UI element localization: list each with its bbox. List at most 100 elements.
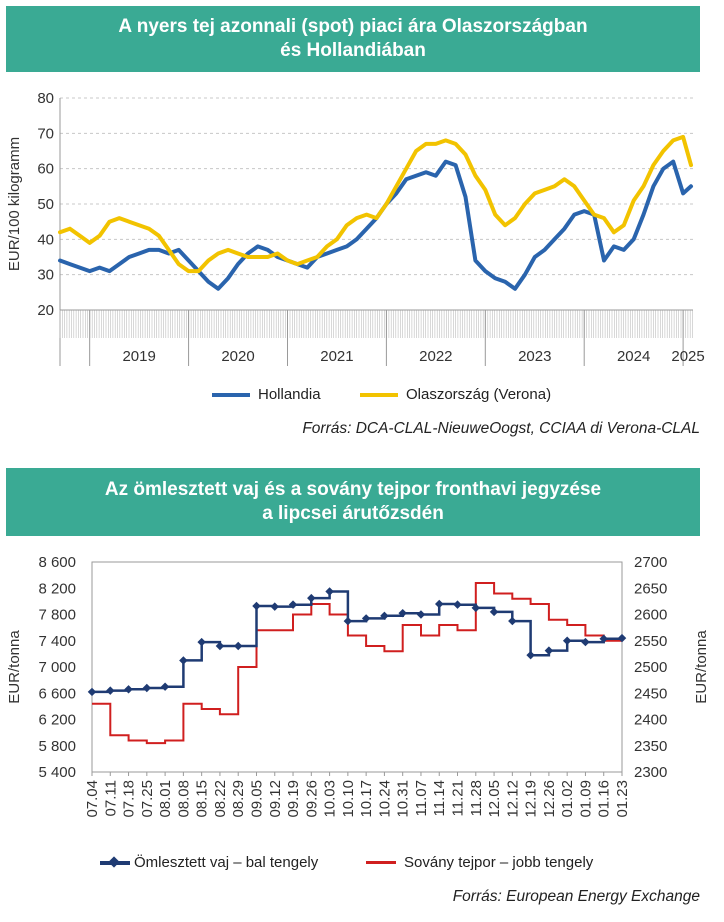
chart1-xtick-label: 2019 — [122, 348, 155, 365]
chart1-xtick-label: 2020 — [221, 348, 254, 365]
chart2-xtick-label: 01.02 — [559, 780, 576, 818]
series-line-olaszorszag — [58, 134, 693, 274]
chart1-xtick-label: 2022 — [419, 348, 452, 365]
vaj-data-point — [142, 683, 152, 693]
chart1-ytick-label: 40 — [37, 231, 54, 248]
chart2-xtick-label: 08.15 — [194, 780, 211, 818]
legend-swatch-vaj — [100, 855, 130, 869]
legend-label-tejpor: Sovány tejpor – jobb tengely — [404, 854, 594, 871]
vaj-data-point — [270, 602, 280, 611]
chart2-right-ytick-label: 2650 — [634, 580, 667, 597]
vaj-data-point — [380, 611, 389, 621]
chart2-xtick-label: 07.25 — [139, 780, 156, 818]
chart2-left-ytick-label: 5 400 — [38, 764, 76, 781]
vaj-data-point — [562, 636, 572, 645]
chart2-xtick-label: 10.31 — [395, 780, 412, 818]
chart2-xtick-label: 08.08 — [175, 780, 192, 818]
vaj-data-point — [453, 600, 462, 609]
legend-swatch-olaszorszag — [360, 392, 398, 397]
chart2-legend-item-vaj: Ömlesztett vaj – bal tengely — [100, 854, 318, 871]
chart1-title-line1: A nyers tej azonnali (spot) piaci ára Ol… — [118, 16, 588, 37]
chart2-right-ytick-label: 2300 — [634, 764, 667, 781]
chart2-left-ytick-label: 6 600 — [38, 685, 76, 702]
chart2-right-ytick-label: 2550 — [634, 633, 667, 650]
vaj-data-point — [361, 614, 371, 623]
chart2-xtick-label: 07.04 — [84, 780, 101, 818]
chart2-left-ytick-label: 8 600 — [38, 554, 76, 571]
chart2-xtick-label: 10.10 — [340, 780, 357, 818]
chart2-left-ytick-label: 8 200 — [38, 580, 76, 597]
chart1-xtick-label: 2021 — [320, 348, 353, 365]
chart1-ytick-label: 30 — [37, 267, 54, 284]
chart1-ytick-label: 50 — [37, 196, 54, 213]
chart2-xtick-label: 12.12 — [504, 780, 521, 818]
chart2-xtick-label: 11.07 — [413, 780, 430, 816]
chart2-xtick-label: 11.21 — [450, 780, 467, 816]
vaj-data-point — [398, 608, 407, 618]
legend-label-vaj: Ömlesztett vaj – bal tengely — [134, 854, 319, 871]
chart2-xtick-label: 12.05 — [486, 780, 503, 818]
chart2-svg: 5 400 5 800 6 200 6 600 7 000 7 400 7 800 8 200… — [6, 554, 710, 818]
vaj-data-point — [160, 682, 170, 691]
chart2-ylabel-right: EUR/tonna — [693, 630, 710, 704]
chart2-title-line2: a lipcsei árutőzsdén — [262, 503, 444, 524]
chart2-xtick-label: 09.19 — [285, 780, 302, 818]
vaj-data-point — [416, 610, 426, 619]
series-line-sovany-tejpor — [92, 582, 622, 745]
chart2-xtick-label: 01.16 — [596, 780, 613, 818]
chart2-left-ytick-label: 7 400 — [38, 633, 76, 650]
vaj-data-point — [197, 637, 206, 647]
legend-label-hollandia: Hollandia — [258, 386, 321, 403]
chart2-xtick-label: 01.09 — [577, 780, 594, 818]
chart2-right-ytick-label: 2450 — [634, 685, 667, 702]
chart2-source: Forrás: European Energy Exchange — [452, 888, 700, 905]
chart2-left-ytick-label: 7 800 — [38, 607, 76, 624]
vaj-data-point — [233, 641, 243, 651]
chart1-ytick-label: 70 — [37, 125, 54, 142]
chart1-xtick-label: 2024 — [617, 348, 650, 365]
chart2-xtick-label: 08.29 — [230, 780, 247, 818]
vaj-data-point — [581, 637, 590, 647]
chart1-legend-item-hollandia: Hollandia — [212, 386, 321, 403]
legend-swatch-tejpor — [366, 861, 396, 864]
vaj-data-point — [508, 616, 517, 626]
chart2-right-ytick-label: 2700 — [634, 554, 667, 571]
chart2-xtick-label: 10.03 — [322, 780, 339, 818]
vaj-data-point — [179, 656, 188, 665]
chart2-xtick-label: 11.28 — [468, 780, 485, 816]
legend-swatch-hollandia — [212, 392, 250, 397]
chart2-right-ytick-label: 2400 — [634, 712, 667, 729]
chart1-xtick-label: 2025 — [671, 348, 704, 365]
vaj-data-point — [526, 650, 535, 660]
vaj-data-point — [343, 616, 353, 626]
chart1-xtick-band — [59, 310, 693, 338]
chart2-xtick-label: 12.26 — [541, 780, 558, 818]
chart1-xtick-label: 2023 — [518, 348, 551, 365]
chart2-ylabel-left: EUR/tonna — [6, 630, 23, 704]
vaj-data-point — [106, 686, 115, 695]
vaj-data-point — [124, 685, 133, 694]
chart2-title-banner: Az ömlesztett vaj és a sovány tejpor fro… — [6, 468, 700, 536]
chart2-right-ytick-label: 2350 — [634, 738, 667, 755]
chart2-xtick-label: 08.22 — [212, 780, 229, 818]
legend-label-olaszorszag: Olaszország (Verona) — [406, 386, 552, 403]
chart1-source: Forrás: DCA-CLAL-NieuweOogst, CCIAA di V… — [302, 420, 700, 437]
chart1-title-line2: és Hollandiában — [280, 40, 426, 61]
chart1-legend-item-olaszorszag: Olaszország (Verona) — [360, 386, 551, 403]
chart2-left-ytick-label: 7 000 — [38, 659, 76, 676]
chart2-xtick-label: 12.19 — [523, 780, 540, 818]
chart2-xtick-label: 09.05 — [248, 780, 265, 818]
vaj-data-point — [87, 687, 97, 697]
chart2-xtick-label: 10.24 — [376, 780, 393, 818]
vaj-data-point — [434, 599, 444, 609]
series-line-omlesztett-vaj — [92, 590, 624, 694]
chart2-left-ytick-label: 5 800 — [38, 738, 76, 755]
chart2-legend-item-tejpor: Sovány tejpor – jobb tengely — [366, 854, 593, 871]
series-line-hollandia — [58, 159, 693, 291]
chart2-xtick-label: 01.23 — [614, 780, 631, 818]
chart2-right-ytick-label: 2600 — [634, 607, 667, 624]
chart2-left-ytick-label: 6 200 — [38, 712, 76, 729]
chart2-right-ytick-label: 2500 — [634, 659, 667, 676]
chart2-xtick-label: 11.14 — [431, 780, 448, 816]
vaj-data-point — [252, 601, 261, 611]
